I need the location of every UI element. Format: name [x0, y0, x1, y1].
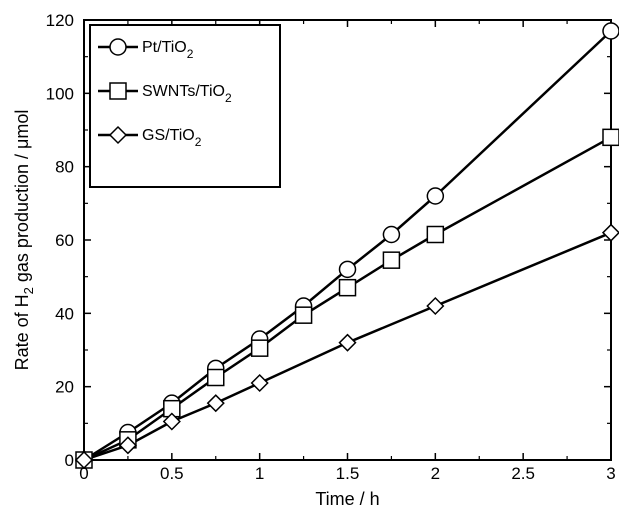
legend-label: Pt/TiO2 [142, 39, 194, 61]
legend-label-main: SWNTs/TiO [142, 83, 225, 100]
legend-marker-circle [109, 38, 127, 56]
legend-label-main: GS/TiO [142, 127, 195, 144]
data-point-square [294, 306, 313, 324]
data-point-circle [426, 187, 445, 205]
legend-label: GS/TiO2 [142, 127, 202, 149]
y-tick-label: 40 [55, 304, 74, 323]
y-tick-label: 120 [46, 11, 74, 30]
x-tick-label: 1.5 [336, 464, 360, 483]
data-point-square [602, 128, 619, 147]
legend-label-subscript: 2 [187, 47, 194, 61]
data-point-diamond [162, 412, 181, 431]
data-point-square [426, 225, 445, 244]
y-axis-label-subscript: 2 [21, 287, 36, 294]
tick-labels: 0 0.5 1 1.5 2 2.5 3 0 20 40 60 80 100 120 [46, 11, 616, 483]
data-point-diamond [426, 296, 445, 316]
data-point-square [338, 278, 357, 297]
y-tick-label: 60 [55, 231, 74, 250]
y-tick-label: 80 [55, 158, 74, 177]
y-axis-label-prefix: Rate of H [12, 294, 32, 370]
series-line-circle [83, 30, 612, 462]
y-axis-label-suffix: gas production / μmol [12, 110, 32, 287]
y-tick-label: 100 [46, 84, 74, 103]
series-line-square [83, 136, 612, 462]
x-tick-label: 2 [431, 464, 440, 483]
x-tick-label: 1 [255, 464, 264, 483]
data-point-square [382, 251, 401, 269]
data-point-square [250, 339, 269, 357]
legend-label: SWNTs/TiO2 [142, 83, 232, 105]
series-markers [74, 22, 619, 470]
y-tick-label: 0 [65, 451, 74, 470]
data-point-diamond [338, 333, 357, 352]
x-tick-label: 2.5 [511, 464, 535, 483]
legend-label-subscript: 2 [195, 135, 202, 149]
data-point-diamond [601, 223, 619, 242]
legend-label-subscript: 2 [225, 91, 232, 105]
y-axis-label: Rate of H2 gas production / μmol [12, 110, 36, 371]
legend-label-main: Pt/TiO [142, 39, 187, 56]
data-point-diamond [74, 450, 94, 470]
data-point-diamond [250, 373, 269, 393]
x-axis-label: Time / h [315, 489, 379, 509]
data-point-square [207, 368, 225, 387]
legend-marker-diamond [108, 125, 128, 145]
y-tick-label: 20 [55, 378, 74, 397]
x-tick-label: 0.5 [160, 464, 184, 483]
x-tick-label: 0 [79, 464, 88, 483]
data-point-diamond [118, 436, 137, 455]
legend-marker-square [109, 82, 127, 100]
data-point-circle [338, 260, 357, 279]
data-point-circle [382, 225, 401, 244]
data-point-diamond [206, 394, 225, 413]
x-tick-label: 3 [606, 464, 615, 483]
data-point-circle [602, 22, 619, 40]
